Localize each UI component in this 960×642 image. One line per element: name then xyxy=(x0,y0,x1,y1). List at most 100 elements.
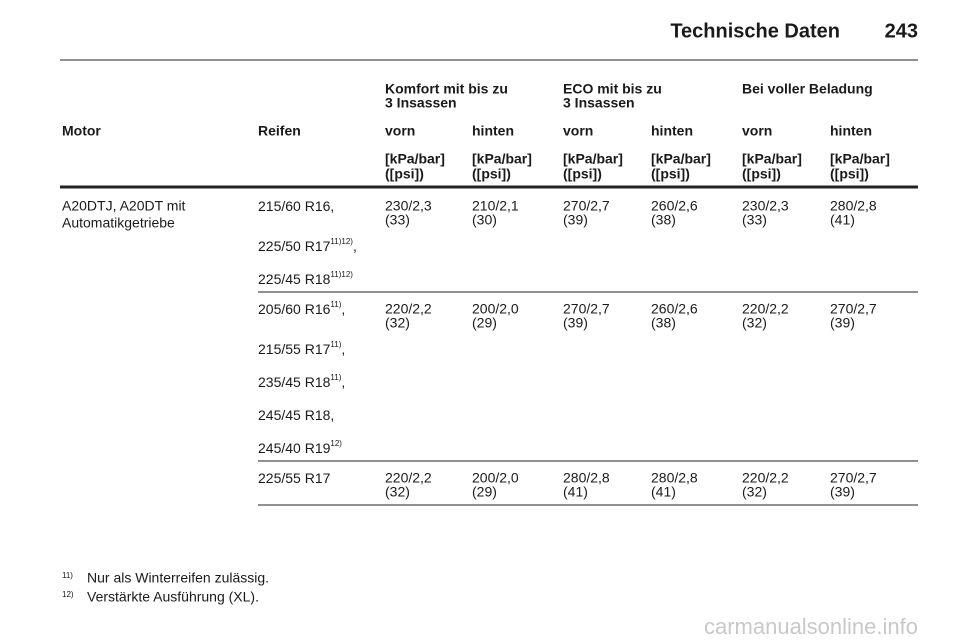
footnote-ref: 12) xyxy=(330,439,342,448)
unit-header: ([psi]) xyxy=(742,166,781,182)
pressure: 280/2,8 xyxy=(563,470,610,486)
page-title: Technische Daten xyxy=(670,20,840,42)
unit-header: [kPa/bar] xyxy=(742,151,802,167)
tire-size: 215/60 R16 xyxy=(258,198,331,214)
pressure: (38) xyxy=(651,315,676,331)
tire: 245/45 R18, xyxy=(258,407,334,423)
footnote-ref: 11) xyxy=(330,340,341,349)
separator: , xyxy=(353,238,357,254)
separator: , xyxy=(330,407,334,423)
pressure: (33) xyxy=(385,212,410,228)
unit-header: [kPa/bar] xyxy=(472,151,532,167)
pressure: (32) xyxy=(385,315,410,331)
tire: 235/45 R1811), xyxy=(258,373,345,390)
tire-size: 225/50 R17 xyxy=(258,238,331,254)
pressure: 260/2,6 xyxy=(651,301,698,317)
pressure: (32) xyxy=(742,484,767,500)
pressure: (29) xyxy=(472,315,497,331)
pressure: 220/2,2 xyxy=(742,301,789,317)
footnote-text: Verstärkte Ausführung (XL). xyxy=(87,589,259,605)
tire-size: 225/55 R17 xyxy=(258,470,331,486)
tire: 225/55 R17 xyxy=(258,470,331,486)
motor: A20DTJ, A20DT mit xyxy=(62,198,186,214)
tire-size: 215/55 R17 xyxy=(258,341,331,357)
pressure: 270/2,7 xyxy=(830,470,877,486)
footnote-ref: 11) xyxy=(330,373,341,382)
footnote-mark: 12) xyxy=(62,590,74,599)
pressure: 220/2,2 xyxy=(385,301,432,317)
pressure: 220/2,2 xyxy=(385,470,432,486)
footnote-text: Nur als Winterreifen zulässig. xyxy=(87,570,269,586)
page-number: 243 xyxy=(885,20,918,42)
pressure: 220/2,2 xyxy=(742,470,789,486)
pressure: (39) xyxy=(830,484,855,500)
group-header: Bei voller Beladung xyxy=(742,81,873,97)
pressure: 230/2,3 xyxy=(742,198,789,214)
unit-header: [kPa/bar] xyxy=(651,151,711,167)
watermark: carmanualsonline.info xyxy=(704,614,918,639)
tire: 225/45 R1811)12) xyxy=(258,270,353,287)
separator: , xyxy=(341,374,345,390)
tire: 215/60 R16, xyxy=(258,198,334,214)
unit-header: ([psi]) xyxy=(563,166,602,182)
pressure: 270/2,7 xyxy=(830,301,877,317)
unit-header: ([psi]) xyxy=(472,166,511,182)
unit-header: ([psi]) xyxy=(830,166,869,182)
pressure: 280/2,8 xyxy=(830,198,877,214)
pressure: 200/2,0 xyxy=(472,301,519,317)
pressure: (32) xyxy=(742,315,767,331)
pressure: 280/2,8 xyxy=(651,470,698,486)
footnote-ref: 11) xyxy=(330,300,341,309)
pressure: 270/2,7 xyxy=(563,198,610,214)
column-header: Reifen xyxy=(258,123,301,139)
pressure: 230/2,3 xyxy=(385,198,432,214)
column-header: hinten xyxy=(472,123,514,139)
unit-header: [kPa/bar] xyxy=(385,151,445,167)
separator: , xyxy=(330,198,334,214)
unit-header: [kPa/bar] xyxy=(563,151,623,167)
pressure: 270/2,7 xyxy=(563,301,610,317)
group-header: 3 Insassen xyxy=(385,95,457,111)
unit-header: ([psi]) xyxy=(651,166,690,182)
pressure: (30) xyxy=(472,212,497,228)
column-header: Motor xyxy=(62,123,101,139)
footnote-ref: 11)12) xyxy=(330,237,353,246)
tire: 245/40 R1912) xyxy=(258,439,342,456)
pressure: (39) xyxy=(830,315,855,331)
tire-size: 245/45 R18 xyxy=(258,407,331,423)
footnote-ref: 11)12) xyxy=(330,270,353,279)
pressure: (29) xyxy=(472,484,497,500)
unit-header: ([psi]) xyxy=(385,166,424,182)
unit-header: [kPa/bar] xyxy=(830,151,890,167)
separator: , xyxy=(341,341,345,357)
pressure: (38) xyxy=(651,212,676,228)
motor: Automatikgetriebe xyxy=(62,215,175,231)
pressure: 200/2,0 xyxy=(472,470,519,486)
tire-size: 205/60 R16 xyxy=(258,301,331,317)
footnote-mark: 11) xyxy=(62,571,73,580)
column-header: vorn xyxy=(742,123,772,139)
group-header: Komfort mit bis zu xyxy=(385,81,508,97)
pressure: 260/2,6 xyxy=(651,198,698,214)
group-header: ECO mit bis zu xyxy=(563,81,662,97)
pressure: 210/2,1 xyxy=(472,198,519,214)
pressure: (41) xyxy=(563,484,588,500)
tire: 205/60 R1611), xyxy=(258,300,345,317)
tire-size: 235/45 R18 xyxy=(258,374,331,390)
pressure: (41) xyxy=(830,212,855,228)
tire-size: 225/45 R18 xyxy=(258,271,331,287)
separator: , xyxy=(341,301,345,317)
column-header: hinten xyxy=(830,123,872,139)
pressure: (39) xyxy=(563,315,588,331)
tire: 215/55 R1711), xyxy=(258,340,345,357)
column-header: vorn xyxy=(385,123,415,139)
column-header: hinten xyxy=(651,123,693,139)
column-header: vorn xyxy=(563,123,593,139)
group-header: 3 Insassen xyxy=(563,95,635,111)
tire: 225/50 R1711)12), xyxy=(258,237,357,254)
pressure: (41) xyxy=(651,484,676,500)
pressure: (32) xyxy=(385,484,410,500)
pressure: (33) xyxy=(742,212,767,228)
pressure: (39) xyxy=(563,212,588,228)
